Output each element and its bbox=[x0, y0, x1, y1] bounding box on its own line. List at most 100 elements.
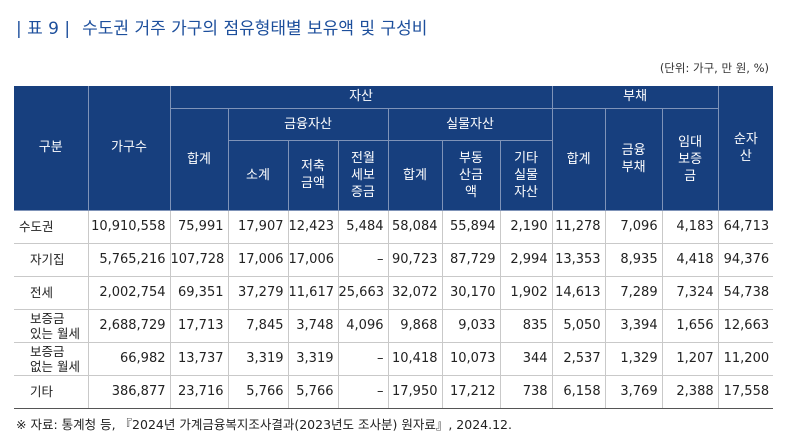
cell: 17,006 bbox=[227, 242, 289, 277]
cell: 55,894 bbox=[441, 209, 501, 244]
cell: 14,613 bbox=[551, 275, 606, 310]
cell: 1,329 bbox=[604, 341, 663, 376]
cell: 11,617 bbox=[287, 275, 339, 310]
cell: 12,663 bbox=[717, 308, 774, 343]
cell: 738 bbox=[499, 374, 553, 409]
cell: 75,991 bbox=[169, 209, 229, 244]
cell: 5,766 bbox=[227, 374, 289, 409]
cell: 13,353 bbox=[551, 242, 606, 277]
cell: 3,769 bbox=[604, 374, 663, 409]
cell: – bbox=[337, 374, 389, 409]
cell: 32,072 bbox=[387, 275, 443, 310]
cell: 5,765,216 bbox=[87, 242, 171, 277]
table-body: 수도권 10,910,558 75,991 17,907 12,423 5,484 58,0… bbox=[14, 209, 774, 409]
header-cell: 합계 bbox=[170, 107, 229, 211]
table-row: 자기집 5,765,216 107,728 17,006 17,006–90,723 87… bbox=[14, 242, 774, 277]
cell: 12,423 bbox=[287, 209, 339, 244]
cell: 3,748 bbox=[287, 308, 339, 343]
cell: 7,289 bbox=[604, 275, 663, 310]
cell: 10,910,558 bbox=[87, 209, 171, 244]
cell: 5,050 bbox=[551, 308, 606, 343]
row-label: 보증금 없는 월세 bbox=[14, 341, 89, 376]
cell: 9,868 bbox=[387, 308, 443, 343]
header-cell: 임대 보증 금 bbox=[661, 107, 719, 211]
header-cell: 기타 실물 자산 bbox=[499, 139, 553, 211]
cell: 2,190 bbox=[499, 209, 553, 244]
cell: 37,279 bbox=[227, 275, 289, 310]
cell: 7,096 bbox=[604, 209, 663, 244]
cell: 3,319 bbox=[287, 341, 339, 376]
cell: 2,994 bbox=[499, 242, 553, 277]
row-label: 기타 bbox=[14, 374, 89, 409]
cell: 64,713 bbox=[717, 209, 774, 244]
cell: 1,656 bbox=[661, 308, 719, 343]
cell: 5,484 bbox=[337, 209, 389, 244]
cell: 7,324 bbox=[661, 275, 719, 310]
cell: 17,907 bbox=[227, 209, 289, 244]
header-cell: 전월 세보 증금 bbox=[337, 139, 389, 211]
cell: 69,351 bbox=[169, 275, 229, 310]
table-row: 기타 386,877 23,716 5,766 5,766–17,950 17,212 73… bbox=[14, 374, 774, 409]
cell: 9,033 bbox=[441, 308, 501, 343]
cell: 7,845 bbox=[227, 308, 289, 343]
row-label: 보증금 있는 월세 bbox=[14, 308, 89, 343]
cell: 54,738 bbox=[717, 275, 774, 310]
cell: 4,418 bbox=[661, 242, 719, 277]
cell: 17,713 bbox=[169, 308, 229, 343]
table-row: 수도권 10,910,558 75,991 17,907 12,423 5,484 58,0… bbox=[14, 209, 774, 244]
cell: 25,663 bbox=[337, 275, 389, 310]
cell: 4,096 bbox=[337, 308, 389, 343]
cell: 2,002,754 bbox=[87, 275, 171, 310]
header-cell: 합계 bbox=[387, 139, 443, 211]
table-label: | 표 9 | bbox=[16, 19, 71, 39]
row-label: 전세 bbox=[14, 275, 89, 310]
data-table: 구분 가구수 자산 부채 순자 산 합계 금융자산 실물자산 합계 금융 부채 … bbox=[14, 86, 774, 409]
cell: 90,723 bbox=[387, 242, 443, 277]
table-row: 전세 2,002,754 69,351 37,279 11,617 25,663 32,07… bbox=[14, 275, 774, 310]
header-cell: 실물자산 bbox=[387, 107, 553, 141]
header-cell: 순자 산 bbox=[717, 86, 774, 211]
cell: 94,376 bbox=[717, 242, 774, 277]
table-title: 수도권 거주 가구의 점유형태별 보유액 및 구성비 bbox=[82, 19, 428, 39]
cell: 10,418 bbox=[387, 341, 443, 376]
unit: (단위: 가구, 만 원, %) bbox=[659, 61, 769, 75]
cell: 30,170 bbox=[441, 275, 501, 310]
row-label: 수도권 bbox=[14, 209, 89, 244]
cell: 66,982 bbox=[87, 341, 171, 376]
cell: 10,073 bbox=[441, 341, 501, 376]
source-note: ※ 자료: 통계청 등, 『2024년 가계금융복지조사결과(2023년도 조사… bbox=[16, 417, 512, 432]
cell: 3,319 bbox=[227, 341, 289, 376]
cell: 11,200 bbox=[717, 341, 774, 376]
cell: 386,877 bbox=[87, 374, 171, 409]
row-label: 자기집 bbox=[14, 242, 89, 277]
header-cell: 소계 bbox=[228, 139, 289, 211]
cell: 107,728 bbox=[169, 242, 229, 277]
cell: 1,902 bbox=[499, 275, 553, 310]
cell: 17,006 bbox=[287, 242, 339, 277]
cell: 3,394 bbox=[604, 308, 663, 343]
cell: 8,935 bbox=[604, 242, 663, 277]
cell: 5,766 bbox=[287, 374, 339, 409]
cell: 58,084 bbox=[387, 209, 443, 244]
header-cell: 부동 산금 액 bbox=[441, 139, 501, 211]
cell: – bbox=[337, 341, 389, 376]
cell: 2,688,729 bbox=[87, 308, 171, 343]
header-cell: 자산 bbox=[169, 86, 553, 109]
header-cell: 합계 bbox=[551, 107, 606, 211]
header-cell: 금융 부채 bbox=[604, 107, 663, 211]
table-row: 보증금 없는 월세 66,982 13,737 3,319 3,319–10,418 10… bbox=[14, 341, 774, 376]
cell: 6,158 bbox=[551, 374, 606, 409]
header-cell: 저축 금액 bbox=[287, 139, 339, 211]
cell: 2,388 bbox=[661, 374, 719, 409]
header-cell: 가구수 bbox=[87, 86, 171, 211]
cell: 2,537 bbox=[551, 341, 606, 376]
cell: 17,950 bbox=[387, 374, 443, 409]
cell: – bbox=[337, 242, 389, 277]
header-cell: 구분 bbox=[14, 86, 89, 211]
table-row: 보증금 있는 월세 2,688,729 17,713 7,845 3,748 4,096 9… bbox=[14, 308, 774, 343]
cell: 4,183 bbox=[661, 209, 719, 244]
header-cell: 금융자산 bbox=[227, 107, 389, 141]
header-cell: 부채 bbox=[551, 86, 719, 109]
cell: 23,716 bbox=[169, 374, 229, 409]
